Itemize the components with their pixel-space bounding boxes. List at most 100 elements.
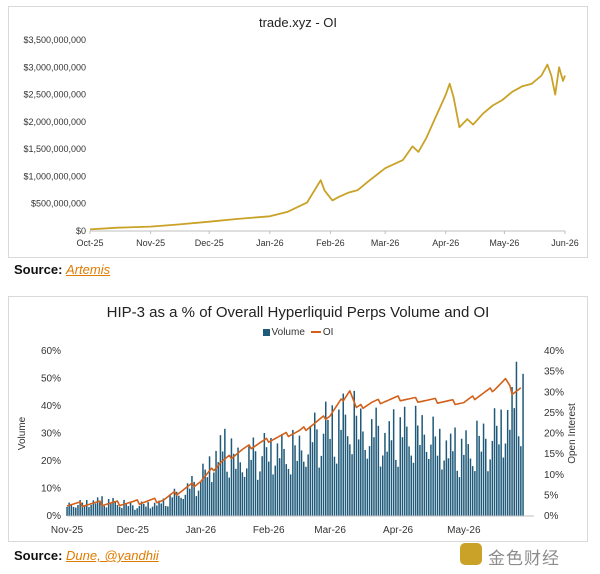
volume-bar (81, 502, 84, 516)
x-tick-label: Apr-26 (432, 238, 459, 248)
volume-bar (149, 508, 152, 516)
volume-bar (430, 444, 432, 516)
volume-bar (186, 483, 189, 516)
oi-chart: trade.xyz - OI $0 $500,000,000 $1,000,000,… (8, 6, 588, 258)
hip3-chart: HIP-3 as a % of Overall Hyperliquid Perp… (8, 296, 588, 542)
source-note: Source: Dune, @yandhii (14, 548, 159, 563)
volume-bar (121, 508, 123, 516)
volume-bar (318, 467, 320, 516)
source-link-artemis[interactable]: Artemis (66, 262, 111, 277)
volume-bar (136, 508, 138, 516)
volume-bar (392, 409, 395, 516)
volume-bar (491, 440, 494, 516)
volume-bar (193, 481, 195, 516)
volume-bar (338, 409, 340, 516)
y-tick-label: 30% (41, 429, 61, 440)
volume-bar (276, 443, 279, 516)
volume-bar (243, 476, 246, 516)
legend-volume-swatch (262, 328, 270, 336)
x-tick-label: Dec-25 (195, 238, 224, 248)
volume-bar (454, 427, 456, 516)
volume-bar (232, 453, 235, 516)
volume-bar (294, 445, 296, 516)
x-tick-label: Apr-26 (383, 525, 413, 536)
volume-bar (86, 500, 88, 516)
volume-bar (287, 468, 290, 516)
y-tick-label: $3,000,000,000 (23, 62, 86, 72)
volume-bar (202, 463, 204, 516)
volume-bar (160, 503, 162, 516)
x-tick-label: Nov-25 (136, 238, 165, 248)
volume-bar (476, 420, 478, 516)
volume-bar (230, 438, 233, 516)
volume-bar (140, 501, 143, 516)
volume-bar (138, 505, 141, 516)
volume-bar (215, 450, 217, 516)
volume-bar (465, 430, 467, 516)
volume-bar (360, 408, 362, 516)
y-tick-label: 60% (41, 346, 61, 357)
volume-bar (421, 415, 423, 516)
volume-bar (197, 490, 200, 516)
volume-bar (169, 494, 171, 516)
volume-bar (355, 415, 358, 516)
volume-bar (200, 481, 202, 516)
volume-bar (456, 470, 458, 516)
y-tick-label: 40% (41, 401, 61, 412)
volume-bar (173, 488, 176, 516)
volume-bar (208, 456, 211, 516)
volume-bar (458, 477, 461, 516)
volume-bar (237, 447, 239, 516)
volume-bar (423, 434, 426, 516)
volume-bar (92, 500, 95, 516)
volume-bar (467, 444, 469, 516)
volume-bar (195, 496, 198, 516)
watermark-text: 金色财经 (488, 549, 560, 568)
volume-bar (110, 502, 112, 516)
x-tick-label: Mar-26 (314, 525, 346, 536)
y-tick-label: $2,000,000,000 (23, 117, 86, 127)
volume-bar (250, 459, 252, 516)
volume-bar (412, 462, 415, 516)
hip3-combo-chart-plot: 0% 10% 20% 30% 40% 50% 60% 0% 5% 10% 15% 20% 25% 30% 3… (17, 346, 578, 536)
x-tick-label: Jun-26 (551, 238, 579, 248)
volume-bar (118, 506, 121, 516)
volume-bar (129, 502, 132, 516)
source-link-dune[interactable]: Dune, @yandhii (66, 548, 159, 563)
volume-bar (382, 455, 384, 516)
volume-bar (265, 447, 268, 516)
volume-bar (94, 503, 97, 516)
volume-bar (217, 462, 219, 516)
volume-bar (99, 501, 101, 516)
volume-bar (221, 451, 224, 516)
volume-bar (436, 455, 439, 516)
volume-bar (127, 506, 130, 516)
volume-bar (344, 414, 347, 516)
volume-bar (460, 438, 463, 516)
volume-bar (116, 504, 119, 516)
volume-bar (88, 507, 90, 516)
volume-bar (390, 440, 393, 516)
y-tick-label: $1,000,000,000 (23, 171, 86, 181)
volume-bar (496, 425, 498, 516)
volume-bar (322, 433, 325, 516)
volume-bar (428, 459, 430, 516)
volume-bar (235, 468, 237, 516)
volume-bar (408, 446, 410, 516)
volume-bar (349, 444, 351, 516)
volume-bar (425, 451, 428, 516)
volume-bar (434, 436, 437, 516)
volume-bar (68, 502, 70, 516)
volume-bar (447, 458, 450, 516)
y-tick-label: $1,500,000,000 (23, 144, 86, 154)
volume-bar (441, 469, 443, 516)
volume-bar (156, 505, 158, 516)
volume-bar (327, 419, 329, 516)
volume-bar (325, 401, 327, 516)
volume-bar (162, 498, 165, 516)
volume-bar (482, 423, 485, 516)
volume-bar (386, 451, 388, 516)
volume-bar (432, 416, 434, 516)
volume-bar (268, 461, 270, 516)
volume-bar (471, 466, 474, 516)
